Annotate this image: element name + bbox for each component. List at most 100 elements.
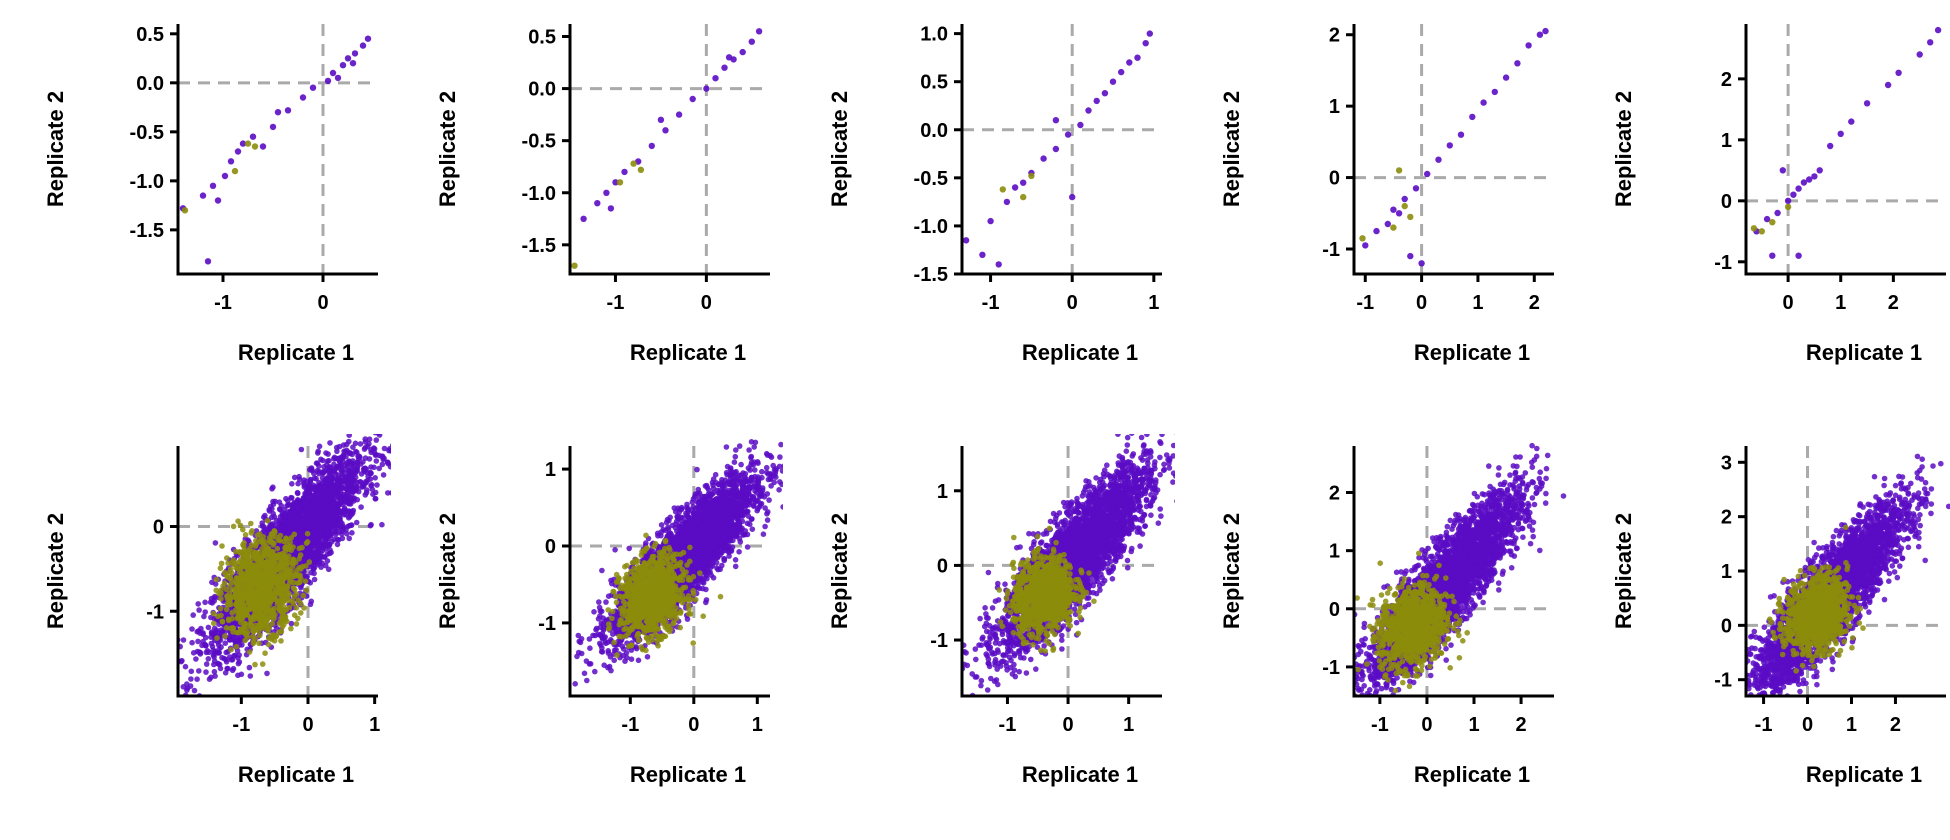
primary-point bbox=[346, 434, 352, 438]
highlight-point bbox=[237, 609, 243, 615]
primary-point bbox=[331, 454, 338, 461]
primary-point bbox=[307, 601, 314, 608]
highlight-point bbox=[244, 140, 252, 147]
highlight-point bbox=[277, 589, 284, 596]
primary-point bbox=[366, 436, 373, 443]
primary-point bbox=[603, 189, 610, 196]
highlight-point bbox=[214, 635, 220, 641]
primary-point bbox=[301, 520, 307, 527]
primary-point bbox=[580, 215, 587, 222]
primary-point bbox=[194, 676, 200, 682]
x-tick-label: 0 bbox=[1783, 292, 1794, 314]
primary-point bbox=[379, 521, 385, 528]
highlight-point bbox=[231, 167, 239, 175]
primary-point bbox=[343, 419, 349, 425]
highlight-point bbox=[298, 576, 304, 582]
highlight-point bbox=[273, 633, 279, 640]
highlight-point bbox=[270, 568, 277, 575]
y-tick-label: -0.5 bbox=[130, 122, 164, 144]
x-axis-title: Replicate 1 bbox=[1022, 340, 1138, 365]
primary-point bbox=[223, 659, 230, 665]
primary-point bbox=[184, 681, 190, 687]
primary-point bbox=[326, 468, 332, 475]
highlight-point bbox=[233, 629, 240, 636]
highlight-point bbox=[1020, 193, 1027, 201]
primary-point bbox=[339, 61, 347, 69]
highlight-point bbox=[261, 550, 267, 556]
primary-point bbox=[1003, 198, 1011, 206]
primary-point bbox=[329, 69, 337, 77]
highlight-point bbox=[240, 526, 246, 533]
primary-point bbox=[339, 485, 345, 492]
highlight-point bbox=[288, 625, 294, 632]
primary-point bbox=[395, 416, 401, 422]
highlight-point bbox=[279, 615, 285, 621]
primary-point bbox=[1077, 121, 1084, 129]
x-tick-label: 2 bbox=[1888, 292, 1899, 314]
primary-point bbox=[1848, 118, 1855, 125]
primary-point bbox=[315, 448, 322, 455]
highlight-point bbox=[288, 535, 295, 541]
highlight-point bbox=[277, 537, 284, 544]
highlight-point bbox=[240, 576, 246, 583]
highlight-point bbox=[304, 530, 311, 537]
primary-point bbox=[333, 523, 340, 529]
highlight-point bbox=[248, 617, 254, 624]
primary-point bbox=[331, 461, 337, 468]
highlight-point bbox=[262, 620, 269, 626]
primary-point bbox=[334, 480, 340, 487]
y-tick-label: -1.0 bbox=[914, 216, 948, 238]
primary-point bbox=[249, 133, 257, 140]
primary-point bbox=[339, 520, 345, 527]
primary-point bbox=[987, 217, 994, 225]
primary-point bbox=[205, 656, 212, 662]
highlight-point bbox=[245, 570, 252, 577]
highlight-point bbox=[1407, 213, 1414, 221]
primary-point bbox=[621, 168, 628, 176]
primary-point bbox=[979, 251, 986, 258]
primary-point bbox=[292, 525, 299, 531]
highlight-point bbox=[253, 598, 260, 605]
primary-point bbox=[212, 593, 218, 600]
highlight-point bbox=[297, 552, 304, 558]
primary-point bbox=[324, 530, 331, 537]
primary-point bbox=[385, 490, 391, 496]
highlight-point bbox=[223, 606, 230, 613]
primary-point bbox=[189, 626, 195, 632]
primary-point bbox=[379, 461, 386, 468]
primary-point bbox=[196, 668, 202, 674]
primary-point bbox=[1085, 107, 1092, 114]
primary-point bbox=[164, 718, 170, 724]
primary-point bbox=[345, 470, 351, 477]
highlight-point bbox=[252, 543, 259, 549]
primary-point bbox=[1884, 81, 1892, 89]
primary-point bbox=[372, 404, 378, 410]
primary-point bbox=[274, 109, 282, 116]
highlight-point bbox=[248, 520, 254, 527]
primary-point bbox=[222, 670, 229, 676]
highlight-point bbox=[274, 545, 281, 552]
primary-point bbox=[357, 425, 363, 431]
primary-point bbox=[239, 140, 247, 147]
highlight-point bbox=[1401, 202, 1408, 210]
primary-point bbox=[1927, 39, 1934, 46]
highlight-point bbox=[265, 615, 271, 622]
primary-point bbox=[218, 627, 224, 633]
primary-point bbox=[270, 484, 276, 491]
primary-point bbox=[375, 434, 381, 436]
highlight-point bbox=[232, 560, 239, 567]
primary-point bbox=[1020, 179, 1027, 186]
primary-point bbox=[188, 676, 194, 682]
primary-point bbox=[294, 489, 301, 496]
y-tick-label: -1.0 bbox=[522, 183, 556, 205]
highlight-point bbox=[298, 566, 304, 572]
highlight-point bbox=[282, 572, 289, 578]
primary-point bbox=[161, 631, 167, 637]
highlight-point bbox=[277, 619, 283, 625]
primary-point bbox=[334, 541, 341, 548]
highlight-point bbox=[277, 607, 284, 614]
y-tick-label: 0.5 bbox=[920, 72, 948, 94]
y-tick-label: 0 bbox=[1721, 191, 1732, 213]
primary-point bbox=[191, 687, 198, 694]
primary-point bbox=[350, 507, 357, 514]
